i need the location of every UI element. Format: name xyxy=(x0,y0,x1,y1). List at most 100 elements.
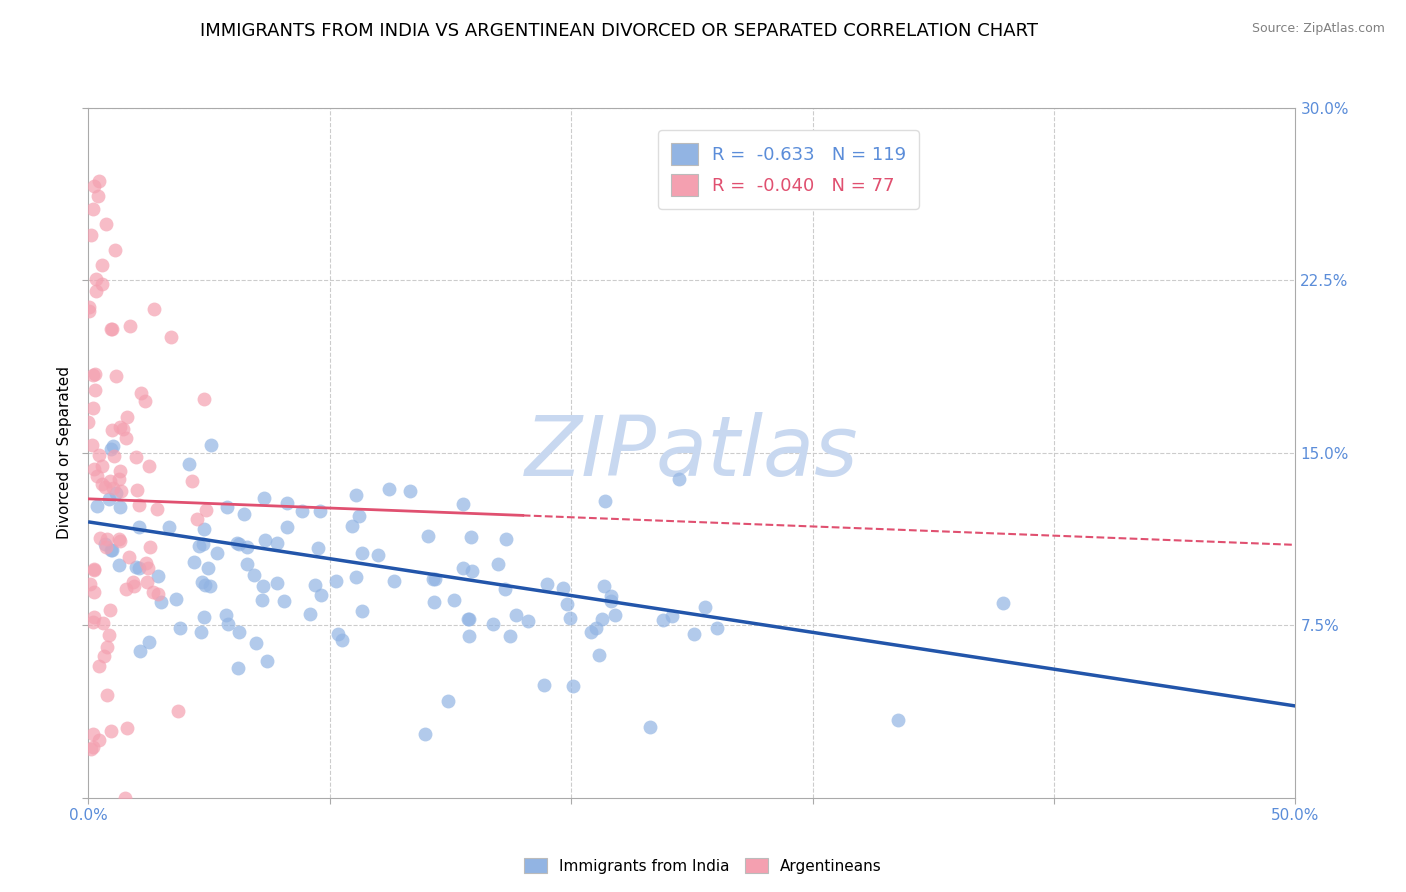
Point xyxy=(86,285,108,299)
Point xyxy=(125,560,148,574)
Point xyxy=(187,539,209,553)
Point xyxy=(129,644,152,658)
Point xyxy=(458,611,481,625)
Point xyxy=(276,520,298,534)
Point xyxy=(461,564,484,578)
Point xyxy=(91,458,114,473)
Point xyxy=(253,491,276,506)
Point xyxy=(516,614,538,628)
Point xyxy=(217,500,239,514)
Point xyxy=(104,486,127,500)
Point xyxy=(250,593,273,607)
Point xyxy=(125,450,148,464)
Point xyxy=(593,494,616,508)
Point xyxy=(94,540,117,554)
Point xyxy=(91,477,114,491)
Point xyxy=(122,579,145,593)
Point xyxy=(193,609,215,624)
Point xyxy=(236,557,259,571)
Point xyxy=(273,594,295,608)
Point xyxy=(179,457,201,471)
Point xyxy=(80,741,103,756)
Point xyxy=(499,629,522,643)
Point xyxy=(94,480,117,494)
Point xyxy=(138,458,160,473)
Point xyxy=(103,449,125,463)
Y-axis label: Divorced or Separated: Divorced or Separated xyxy=(58,367,72,540)
Point xyxy=(340,518,363,533)
Point xyxy=(309,588,332,602)
Point xyxy=(115,431,138,445)
Point xyxy=(104,244,127,258)
Point xyxy=(145,502,167,516)
Point xyxy=(90,258,112,272)
Point xyxy=(83,610,105,624)
Point xyxy=(107,558,129,572)
Point xyxy=(887,713,910,727)
Point xyxy=(418,529,440,543)
Point xyxy=(591,611,613,625)
Point xyxy=(266,576,288,591)
Point xyxy=(108,420,131,434)
Point xyxy=(89,732,111,747)
Point xyxy=(422,594,444,608)
Point xyxy=(256,654,278,668)
Point xyxy=(89,531,111,545)
Text: Source: ZipAtlas.com: Source: ZipAtlas.com xyxy=(1251,22,1385,36)
Point xyxy=(706,621,728,635)
Point xyxy=(588,648,610,662)
Point xyxy=(325,574,347,588)
Point xyxy=(194,503,217,517)
Point xyxy=(603,608,626,623)
Point xyxy=(443,593,465,607)
Point xyxy=(423,572,446,586)
Point xyxy=(422,572,444,586)
Point xyxy=(233,507,256,521)
Point xyxy=(640,720,662,734)
Point xyxy=(136,561,159,575)
Point xyxy=(352,546,374,560)
Point xyxy=(128,520,150,534)
Point xyxy=(134,394,156,409)
Point xyxy=(115,582,138,596)
Point xyxy=(148,587,170,601)
Point xyxy=(252,579,274,593)
Point xyxy=(228,625,250,640)
Point xyxy=(128,560,150,574)
Point xyxy=(91,277,114,292)
Point xyxy=(651,613,673,627)
Point xyxy=(460,530,482,544)
Point xyxy=(352,604,374,618)
Point xyxy=(457,612,479,626)
Point xyxy=(84,368,107,382)
Point xyxy=(82,368,104,383)
Point xyxy=(142,585,165,599)
Point xyxy=(599,593,621,607)
Point xyxy=(398,483,420,498)
Point xyxy=(451,561,474,575)
Point xyxy=(86,468,108,483)
Point xyxy=(83,563,105,577)
Point xyxy=(558,611,581,625)
Point xyxy=(94,217,117,231)
Point xyxy=(101,439,124,453)
Point xyxy=(415,727,437,741)
Point xyxy=(304,577,326,591)
Point xyxy=(108,500,131,514)
Point xyxy=(165,591,187,606)
Point xyxy=(695,600,717,615)
Point xyxy=(299,607,322,622)
Point xyxy=(142,302,165,317)
Point xyxy=(200,438,222,452)
Point xyxy=(83,179,105,194)
Legend: Immigrants from India, Argentineans: Immigrants from India, Argentineans xyxy=(517,852,889,880)
Point xyxy=(482,616,505,631)
Point xyxy=(551,582,574,596)
Point xyxy=(555,597,578,611)
Point xyxy=(87,449,110,463)
Point xyxy=(82,202,104,217)
Point xyxy=(79,304,101,318)
Point xyxy=(98,492,121,507)
Point xyxy=(193,537,215,551)
Legend: R =  -0.633   N = 119, R =  -0.040   N = 77: R = -0.633 N = 119, R = -0.040 N = 77 xyxy=(658,130,920,209)
